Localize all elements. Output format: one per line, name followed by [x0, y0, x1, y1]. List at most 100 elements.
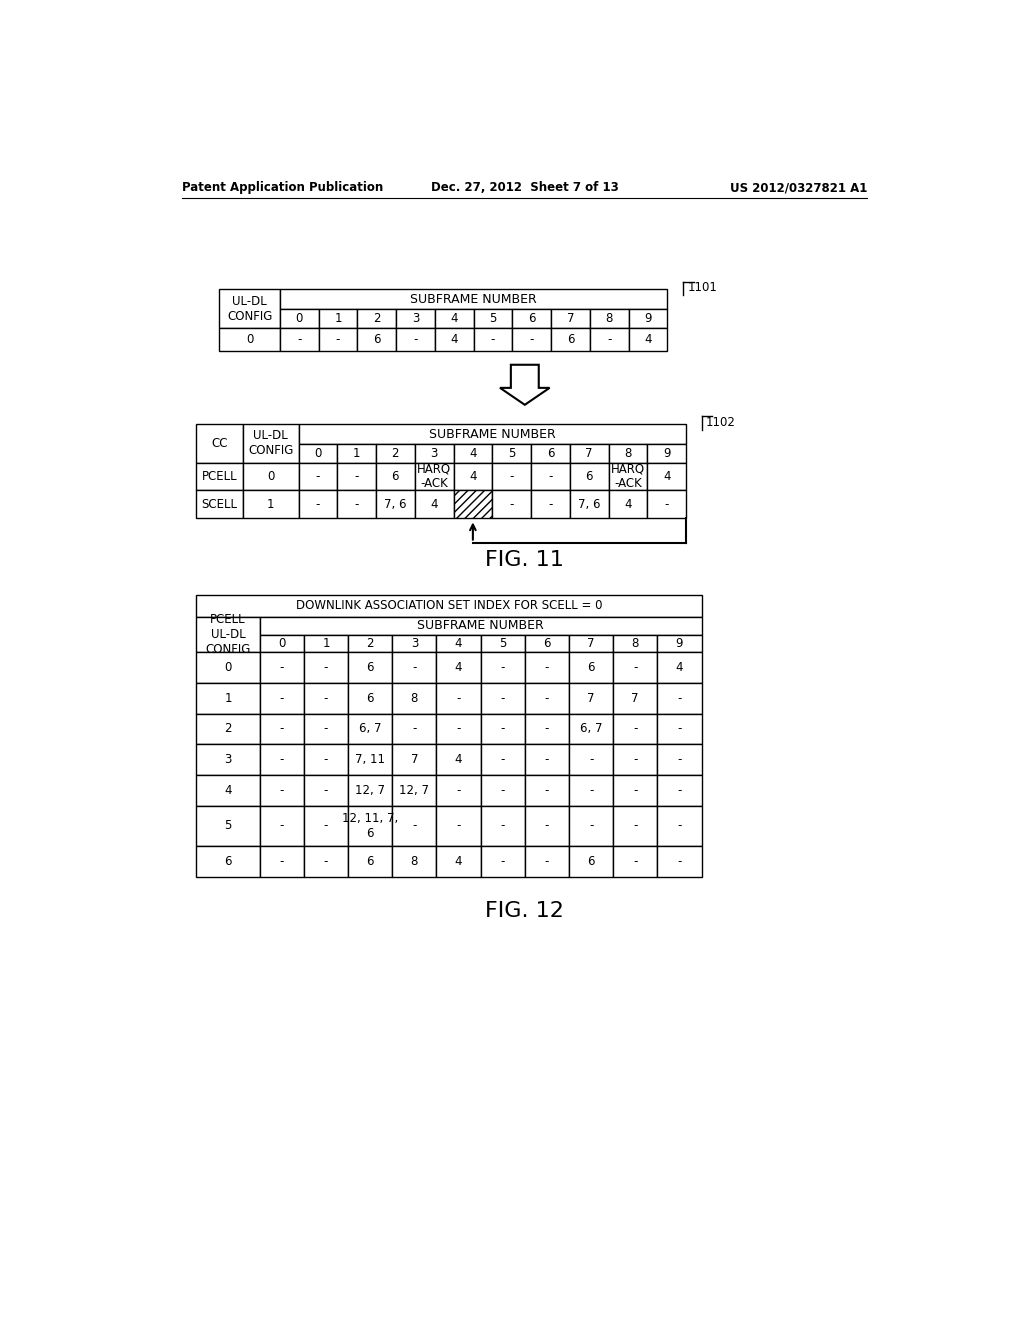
Text: -: -	[545, 855, 549, 869]
Text: -: -	[633, 754, 637, 767]
Text: -: -	[280, 722, 284, 735]
Polygon shape	[500, 364, 550, 405]
Text: PCELL
UL-DL
CONFIG: PCELL UL-DL CONFIG	[205, 612, 251, 656]
Text: 2: 2	[367, 638, 374, 649]
Text: -: -	[490, 333, 496, 346]
Text: SCELL: SCELL	[202, 498, 238, 511]
Bar	[197, 775, 260, 807]
Bar	[657, 846, 701, 876]
Bar	[280, 289, 668, 309]
Text: UL-DL
CONFIG: UL-DL CONFIG	[227, 294, 272, 322]
Text: -: -	[509, 470, 514, 483]
Text: 5: 5	[489, 312, 497, 325]
Bar	[454, 444, 493, 462]
Bar	[392, 635, 436, 652]
Text: 3: 3	[430, 446, 438, 459]
Bar	[569, 490, 608, 517]
Text: -: -	[336, 333, 340, 346]
Text: 6: 6	[528, 312, 536, 325]
Text: 6: 6	[586, 470, 593, 483]
Text: 8: 8	[632, 638, 639, 649]
Bar	[348, 635, 392, 652]
Bar	[197, 424, 243, 462]
Bar	[608, 490, 647, 517]
Text: -: -	[677, 820, 682, 833]
Text: 6, 7: 6, 7	[359, 722, 381, 735]
Bar	[551, 309, 590, 327]
Text: -: -	[280, 754, 284, 767]
Text: 4: 4	[663, 470, 671, 483]
Bar	[657, 635, 701, 652]
Bar	[219, 327, 280, 351]
Bar	[436, 635, 480, 652]
Bar	[197, 682, 260, 714]
Bar	[348, 652, 392, 682]
Bar	[348, 775, 392, 807]
Text: 3: 3	[224, 754, 231, 767]
Bar	[197, 846, 260, 876]
Bar	[524, 682, 569, 714]
Bar	[348, 846, 392, 876]
Text: 6: 6	[566, 333, 574, 346]
Text: 5: 5	[499, 638, 507, 649]
Bar	[454, 490, 493, 517]
Text: 5: 5	[508, 446, 515, 459]
Text: -: -	[529, 333, 534, 346]
Text: -: -	[280, 784, 284, 797]
Bar	[613, 652, 657, 682]
Bar	[480, 775, 524, 807]
Text: 1: 1	[323, 638, 330, 649]
Bar	[629, 327, 668, 351]
Bar	[304, 652, 348, 682]
Bar	[243, 424, 299, 462]
Bar	[260, 682, 304, 714]
Text: 2: 2	[373, 312, 381, 325]
Text: 1101: 1101	[687, 281, 718, 294]
Bar	[493, 462, 531, 490]
Text: 8: 8	[625, 446, 632, 459]
Bar	[197, 595, 701, 616]
Text: -: -	[548, 498, 553, 511]
Bar	[392, 682, 436, 714]
Bar	[512, 327, 551, 351]
Bar	[415, 444, 454, 462]
Bar	[524, 714, 569, 744]
Text: CC: CC	[211, 437, 227, 450]
Bar	[524, 775, 569, 807]
Bar	[197, 807, 260, 846]
Bar	[243, 490, 299, 517]
Bar	[376, 462, 415, 490]
Bar	[396, 327, 435, 351]
Bar	[197, 490, 243, 517]
Text: HARQ
-ACK: HARQ -ACK	[610, 462, 645, 491]
Bar	[299, 462, 337, 490]
Text: 4: 4	[430, 498, 438, 511]
Text: -: -	[545, 722, 549, 735]
Text: 12, 11, 7,
6: 12, 11, 7, 6	[342, 812, 398, 840]
Bar	[524, 846, 569, 876]
Bar	[657, 652, 701, 682]
Bar	[569, 744, 613, 775]
Text: 3: 3	[412, 312, 419, 325]
Text: -: -	[297, 333, 301, 346]
Text: 4: 4	[455, 661, 462, 675]
Text: 6: 6	[547, 446, 554, 459]
Text: -: -	[324, 855, 329, 869]
Bar	[480, 714, 524, 744]
Bar	[436, 682, 480, 714]
Bar	[480, 807, 524, 846]
Text: 9: 9	[644, 312, 651, 325]
Text: DOWNLINK ASSOCIATION SET INDEX FOR SCELL = 0: DOWNLINK ASSOCIATION SET INDEX FOR SCELL…	[296, 599, 602, 612]
Bar	[348, 744, 392, 775]
Bar	[260, 744, 304, 775]
Bar	[657, 744, 701, 775]
Text: -: -	[324, 692, 329, 705]
Bar	[569, 846, 613, 876]
Bar	[629, 309, 668, 327]
Text: -: -	[413, 661, 417, 675]
Text: -: -	[633, 722, 637, 735]
Bar	[435, 327, 474, 351]
Text: SUBFRAME NUMBER: SUBFRAME NUMBER	[417, 619, 544, 632]
Bar	[260, 775, 304, 807]
Bar	[613, 714, 657, 744]
